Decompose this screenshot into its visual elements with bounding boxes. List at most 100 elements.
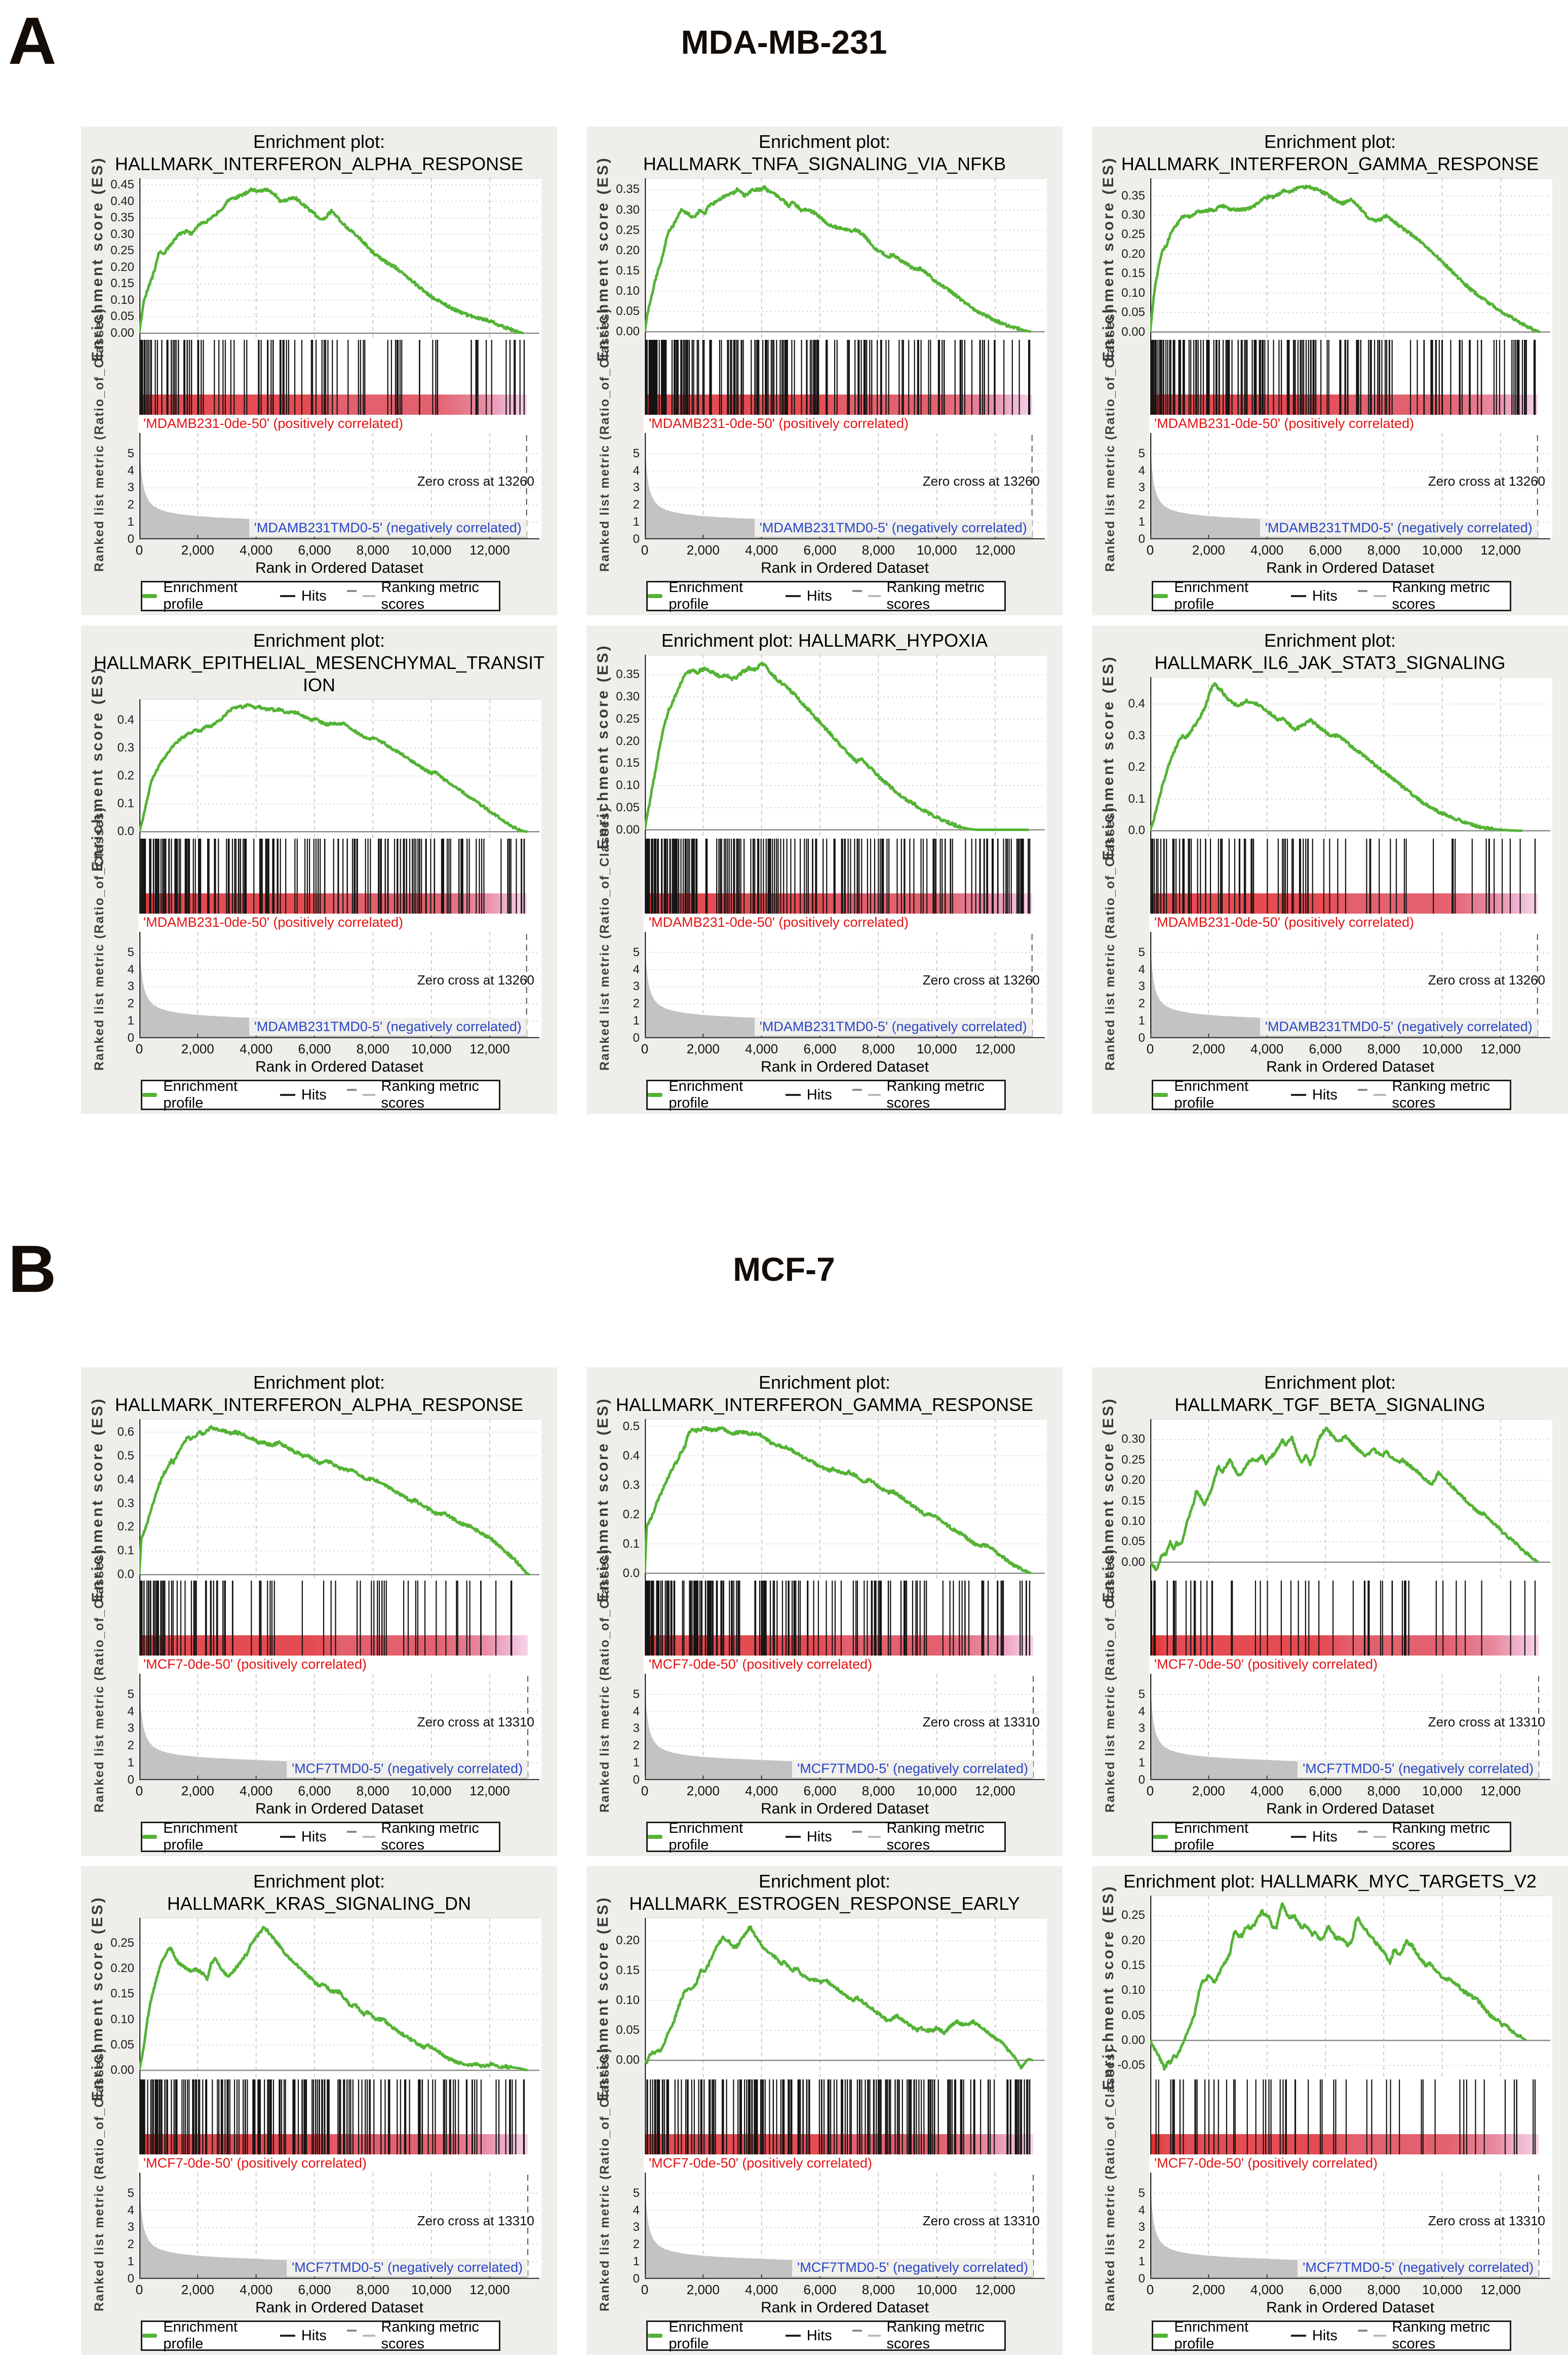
legend-item: Hits [785,2327,832,2344]
legend-item-label: Hits [1312,1086,1338,1103]
metric-y-tick: 4 [127,2203,134,2217]
es-y-tick: 0.3 [117,741,134,755]
legend-item-label: Ranking metric scores [381,1820,479,1853]
ranking-metric-key-alt-icon [852,1831,863,1833]
es-y-tick: 0.0 [622,1566,640,1580]
x-tick: 0 [641,2282,649,2297]
es-y-tick: 0.6 [117,1425,134,1439]
hits-key-icon [280,595,295,597]
metric-axis-label: Ranked list metric (Ratio_of_Classes) [598,1548,612,1813]
es-y-tick: 0.15 [616,263,640,278]
hits-chart [1150,340,1538,415]
legend-box: Enrichment profile Hits Ranking metric sco… [646,1820,1006,1853]
x-tick: 2,000 [686,542,720,558]
x-tick: 6,000 [298,1783,331,1798]
legend-item: Enrichment profile [1153,1078,1271,1112]
negative-phenotype-label: 'MCF7TMD0-5' (negatively correlated) [1298,1760,1539,1778]
hits-chart [645,839,1032,914]
legend-item: Ranking metric scores [1357,579,1510,613]
legend-item: Hits [785,1829,832,1845]
x-tick: 2,000 [181,2282,214,2297]
es-y-tick: 0.20 [616,1933,640,1947]
hits-key-icon [1290,595,1306,597]
negative-phenotype-label: 'MDAMB231TMD0-5' (negatively correlated) [1260,1018,1538,1036]
x-axis-label: Rank in Ordered Dataset [1266,1800,1434,1817]
es-y-tick: 0.2 [1128,760,1145,774]
ranking-metric-key-alt-icon [1357,590,1368,592]
enrichment-profile-curve [1150,682,1523,832]
es-y-tick: 0.00 [616,822,640,837]
legend-box: Enrichment profile Hits Ranking metric sco… [1152,2319,1511,2352]
metric-y-tick: 4 [1138,463,1145,478]
x-tick: 6,000 [298,2282,331,2297]
enrichment-profile-key-icon [1153,594,1168,598]
ranking-metric-key-icon [1374,2335,1386,2337]
gsea-plot-a5: Enrichment plot: HALLMARK_HYPOXIA Enrichm… [586,625,1063,1114]
x-tick: 12,000 [975,1783,1015,1798]
es-y-tick: 0.0 [117,1567,134,1582]
positive-phenotype-label: 'MCF7-0de-50' (positively correlated) [143,1657,367,1672]
negative-phenotype-label: 'MCF7TMD0-5' (negatively correlated) [792,2259,1034,2276]
legend-item: Enrichment profile [142,2319,260,2352]
es-y-tick: 0.1 [117,1544,134,1558]
metric-y-tick: 2 [1138,498,1145,512]
plot-area-background [1149,1896,1552,2279]
es-y-tick: 0.5 [622,1419,640,1433]
ranking-metric-key-alt-icon [1357,2330,1368,2332]
metric-y-tick: 0 [633,1031,640,1045]
x-axis-label: Rank in Ordered Dataset [255,1800,423,1817]
plot-title-line: Enrichment plot: [758,131,891,152]
x-tick: 12,000 [469,2282,510,2297]
es-y-tick: 0.10 [1121,1514,1145,1528]
gsea-plot-b1: Enrichment plot: HALLMARK_INTERFERON_ALPH… [81,1367,557,1856]
es-y-tick: 0.45 [110,178,134,192]
ranking-metric-key-alt-icon [1357,1089,1368,1091]
x-axis-label: Rank in Ordered Dataset [1266,1058,1434,1075]
x-tick: 2,000 [181,1783,214,1798]
x-tick: 8,000 [1367,542,1400,558]
metric-y-tick: 3 [633,1721,640,1736]
es-y-tick: 0.10 [110,2012,134,2026]
x-tick: 10,000 [1422,1783,1463,1798]
legend-item: Hits [1290,2328,1338,2344]
legend-item-label: Ranking metric scores [1392,2319,1490,2352]
x-tick: 2,000 [1192,1783,1225,1798]
gsea-plot-b2: Enrichment plot: HALLMARK_INTERFERON_GAMM… [586,1367,1063,1856]
legend-item: Hits [1290,1829,1338,1845]
plot-title-line: Enrichment plot: HALLMARK_HYPOXIA [661,630,988,651]
x-axis-label: Rank in Ordered Dataset [255,560,423,576]
plot-area-background [1149,1419,1552,1780]
es-y-tick: 0.05 [110,2037,134,2052]
metric-y-tick: 5 [633,945,640,959]
x-tick: 12,000 [975,1041,1015,1056]
legend-item-label: Ranking metric scores [1392,1078,1490,1111]
hits-key-icon [1290,2335,1306,2337]
enrichment-profile-key-icon [142,1093,158,1097]
metric-y-tick: 2 [1138,2237,1145,2252]
x-axis-label: Rank in Ordered Dataset [255,2299,423,2316]
plot-title-line: HALLMARK_EPITHELIAL_MESENCHYMAL_TRANSIT [93,652,545,673]
x-tick: 0 [135,1783,143,1798]
legend-item-label: Hits [301,2327,327,2344]
es-chart [139,1419,539,1581]
x-tick: 4,000 [745,542,778,558]
x-axis-label: Rank in Ordered Dataset [761,2299,929,2316]
metric-y-tick: 1 [633,515,640,529]
metric-y-tick: 3 [1138,979,1145,994]
plot-title-line: Enrichment plot: [1264,1372,1396,1393]
es-y-tick: 0.00 [110,326,134,340]
plot-title: Enrichment plot: HALLMARK_MYC_TARGETS_V2 [1092,1870,1568,1893]
hits-chart [1150,839,1538,914]
legend-item-label: Ranking metric scores [1392,1820,1490,1853]
legend-item-label: Hits [806,2327,832,2344]
x-tick: 0 [1146,2282,1154,2297]
ranking-metric-key-icon [868,1094,881,1096]
hits-chart [645,2079,1033,2154]
hits-key-icon [1290,1094,1306,1096]
legend-item: Enrichment profile [1153,1820,1271,1854]
es-chart [1150,677,1550,839]
es-y-tick: 0.1 [1128,792,1145,806]
hits-key-icon [785,1836,801,1838]
es-y-tick: 0.20 [616,734,640,748]
legend-item-label: Enrichment profile [669,2319,743,2352]
